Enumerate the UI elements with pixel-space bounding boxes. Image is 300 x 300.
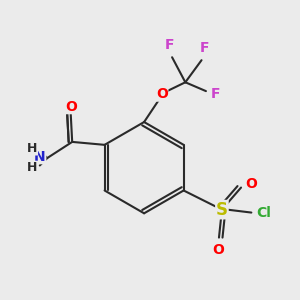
Text: F: F [200,41,209,55]
Text: S: S [216,201,228,219]
Text: N: N [34,150,46,164]
Text: Cl: Cl [256,206,271,220]
Text: F: F [210,87,220,101]
Text: H: H [27,161,38,174]
Text: O: O [156,87,168,101]
Text: O: O [245,177,257,191]
Text: O: O [65,100,77,114]
Text: F: F [164,38,174,52]
Text: O: O [212,244,224,257]
Text: H: H [27,142,38,155]
